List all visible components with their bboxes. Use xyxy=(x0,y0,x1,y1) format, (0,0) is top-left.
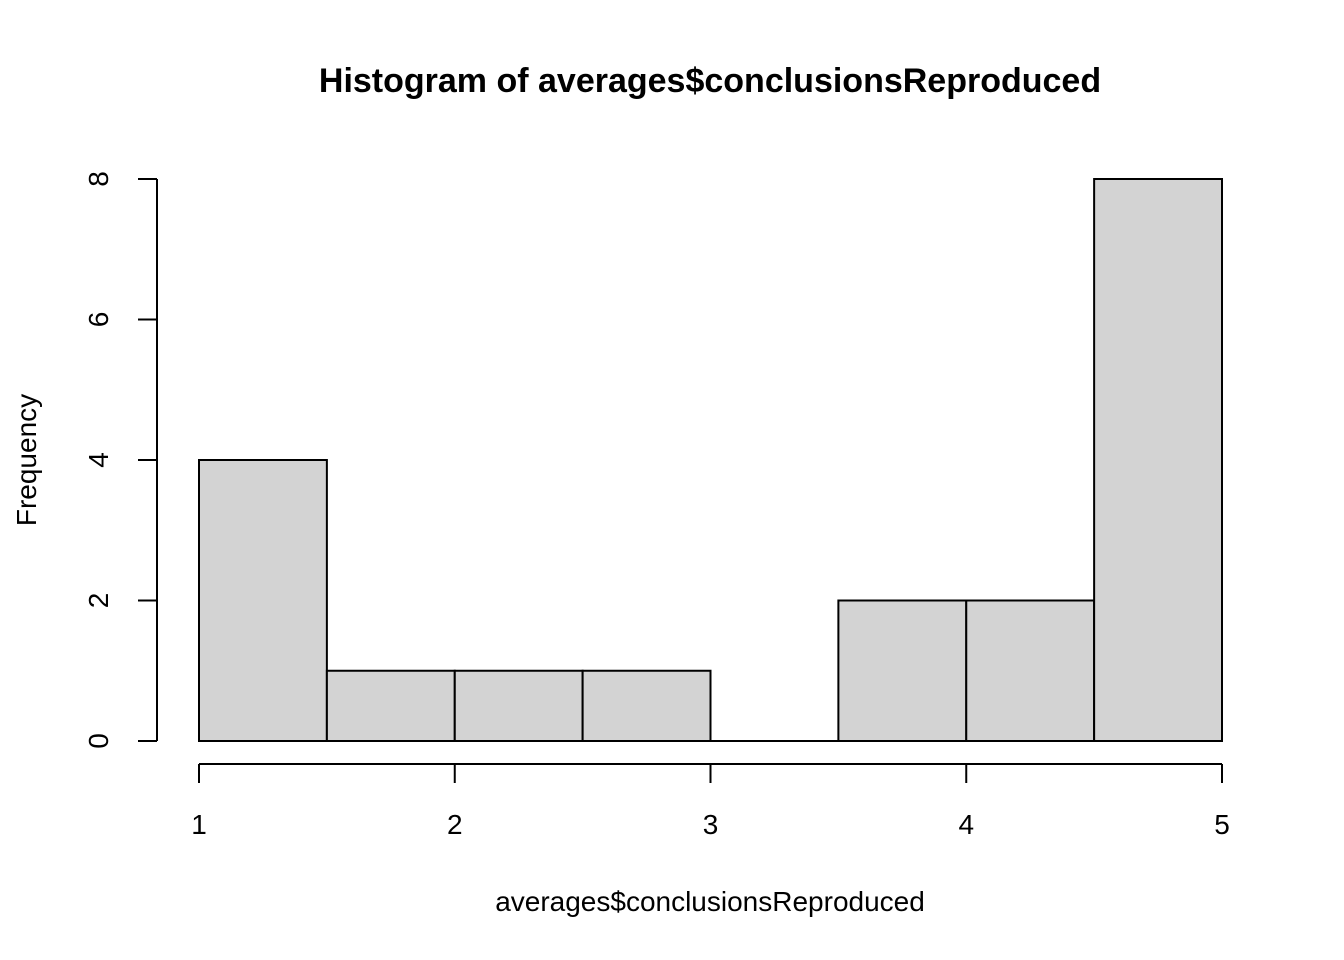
x-tick-label: 3 xyxy=(703,809,719,840)
x-tick-label: 2 xyxy=(447,809,463,840)
y-tick-label: 6 xyxy=(83,312,114,328)
histogram-bar-1 xyxy=(325,669,456,742)
histogram-bar-7 xyxy=(1093,178,1223,742)
y-axis: 0 2 4 6 8 xyxy=(83,171,158,749)
histogram-bar-3 xyxy=(581,669,712,742)
x-axis-label: averages$conclusionsReproduced xyxy=(495,886,925,917)
x-tick-label: 5 xyxy=(1214,809,1230,840)
x-axis: 1 2 3 4 5 xyxy=(191,763,1230,840)
x-tick-label: 4 xyxy=(958,809,974,840)
bars-group xyxy=(198,178,1223,742)
y-tick-label: 8 xyxy=(83,171,114,187)
histogram-bar-6 xyxy=(965,599,1096,742)
histogram-bar-2 xyxy=(453,669,584,742)
histogram-bar-5 xyxy=(837,599,968,742)
y-axis-label: Frequency xyxy=(11,394,42,526)
histogram-bar-0 xyxy=(198,459,328,742)
y-tick-label: 0 xyxy=(83,733,114,749)
chart-title: Histogram of averages$conclusionsReprodu… xyxy=(319,62,1101,100)
y-tick-label: 4 xyxy=(83,452,114,468)
y-tick-label: 2 xyxy=(83,593,114,609)
x-tick-label: 1 xyxy=(191,809,207,840)
